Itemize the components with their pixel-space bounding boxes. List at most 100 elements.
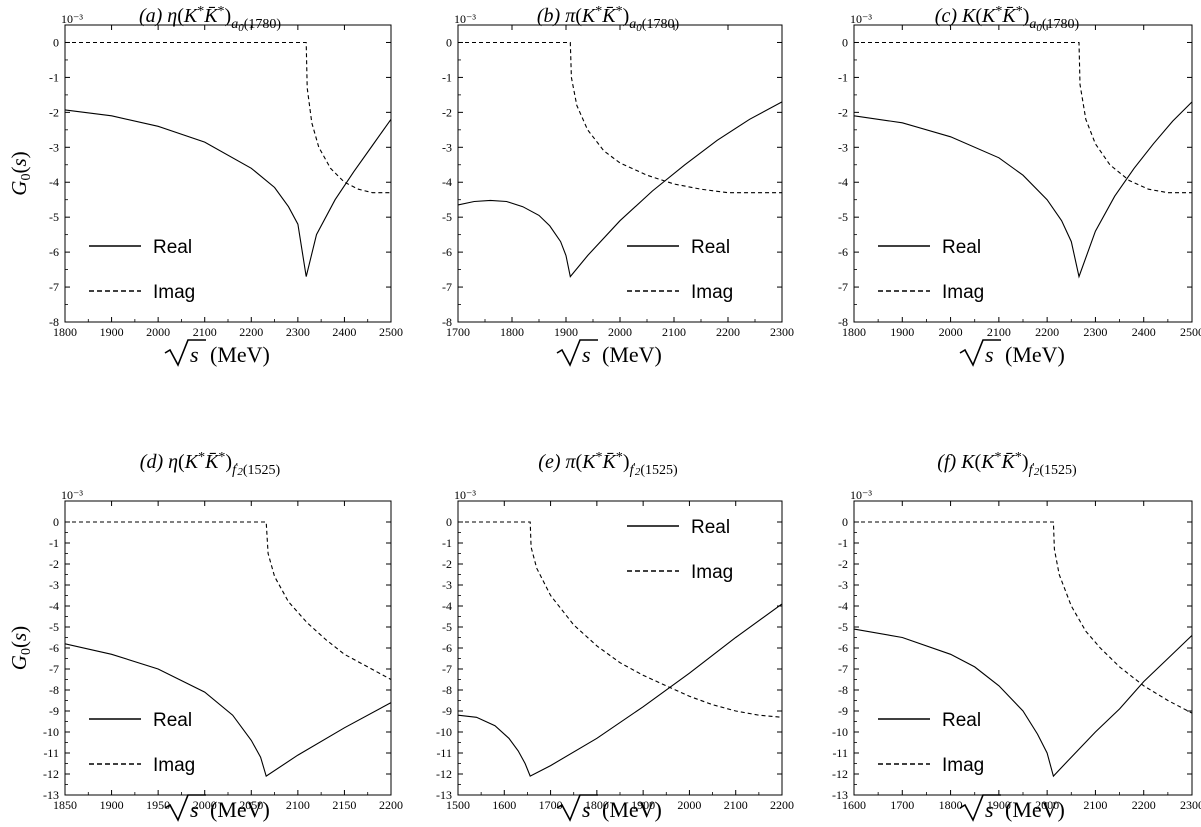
y-tick-label: -12 <box>436 767 452 781</box>
legend-label: Real <box>153 710 192 731</box>
plot-frame <box>853 500 1193 796</box>
legend-label: Real <box>153 237 192 258</box>
legend-label: Imag <box>153 282 195 303</box>
y-tick-label: -13 <box>832 788 848 802</box>
chart-panel: (f) K(K*K̄*)f′2(1525) 10⁻³0 -1 -2 -3 -4 -5 -6 -7… <box>832 450 1201 822</box>
y-tick-label: -3 <box>49 140 59 154</box>
x-axis-label: s (MeV) <box>959 794 1065 822</box>
sqrt-symbol <box>959 339 1001 367</box>
x-tick-label: 2200 <box>239 325 263 339</box>
y-tick-label: -2 <box>838 105 848 119</box>
x-tick-label: 1700 <box>446 325 470 339</box>
y-tick-label: -5 <box>838 210 848 224</box>
y-scale-label: 10⁻³ <box>850 488 872 502</box>
x-tick-label: 2100 <box>662 325 686 339</box>
y-tick-label: -3 <box>838 578 848 592</box>
x-axis-variable: s <box>190 797 199 822</box>
x-axis-variable: s <box>190 342 199 367</box>
x-axis-variable: s <box>582 342 591 367</box>
x-tick-label: 2000 <box>939 325 963 339</box>
sqrt-symbol <box>164 339 206 367</box>
x-tick-label: 1850 <box>53 798 77 812</box>
chart-panel: (e) π(K*K̄*)f′2(1525) 10⁻³0 -1 -2 -3 -4 -5 -6 -7… <box>436 450 794 822</box>
legend-label: Real <box>942 237 981 258</box>
y-axis-label: G0(s) <box>7 151 34 195</box>
x-tick-label: 2150 <box>332 798 356 812</box>
x-tick-label: 1500 <box>446 798 470 812</box>
y-tick-label: -8 <box>838 683 848 697</box>
y-tick-label: -4 <box>442 599 452 613</box>
y-tick-label: -9 <box>442 704 452 718</box>
chart-panel: (d) η(K*K̄*)f′2(1525) 10⁻³0 -1 -2 -3 -4 -5 -6 -7… <box>7 450 403 822</box>
y-tick-label: -4 <box>838 175 848 189</box>
y-scale-label: 10⁻³ <box>61 12 83 26</box>
x-axis-unit: (MeV) <box>210 797 270 822</box>
x-tick-label: 1600 <box>492 798 516 812</box>
y-tick-label: -7 <box>442 280 452 294</box>
plot-frame <box>853 24 1193 323</box>
y-tick-label: -8 <box>49 315 59 329</box>
y-tick-label: 0 <box>53 515 59 529</box>
x-tick-label: 2200 <box>1035 325 1059 339</box>
y-tick-label: -10 <box>832 725 848 739</box>
sqrt-symbol <box>959 794 1001 822</box>
x-tick-label: 2300 <box>1180 798 1201 812</box>
x-tick-label: 2400 <box>1132 325 1156 339</box>
legend-label: Imag <box>691 562 733 583</box>
y-tick-label: -3 <box>838 140 848 154</box>
legend-label: Imag <box>942 755 984 776</box>
y-scale-label: 10⁻³ <box>454 12 476 26</box>
y-tick-label: -4 <box>49 175 59 189</box>
x-tick-label: 2000 <box>146 325 170 339</box>
y-tick-label: -7 <box>838 662 848 676</box>
y-tick-label: 0 <box>446 515 452 529</box>
chart-title: (c) K(K*K̄*)a0(1780) <box>935 4 1080 34</box>
x-axis-label: s (MeV) <box>959 339 1065 367</box>
y-tick-label: -5 <box>838 620 848 634</box>
x-tick-label: 1900 <box>631 798 655 812</box>
x-tick-label: 1800 <box>53 325 77 339</box>
x-tick-label: 2000 <box>608 325 632 339</box>
y-tick-label: -7 <box>49 662 59 676</box>
x-tick-label: 2100 <box>987 325 1011 339</box>
y-tick-label: -9 <box>838 704 848 718</box>
y-tick-label: -8 <box>442 315 452 329</box>
imag-series-line <box>458 521 782 718</box>
sqrt-symbol <box>164 794 206 822</box>
x-tick-label: 1900 <box>100 325 124 339</box>
x-tick-label: 1600 <box>842 798 866 812</box>
sqrt-symbol <box>556 794 598 822</box>
y-tick-label: -13 <box>436 788 452 802</box>
x-tick-label: 2050 <box>239 798 263 812</box>
y-tick-label: -12 <box>832 767 848 781</box>
y-tick-label: -1 <box>838 70 848 84</box>
x-tick-label: 1950 <box>146 798 170 812</box>
y-tick-label: -5 <box>49 210 59 224</box>
y-tick-label: -7 <box>442 662 452 676</box>
y-tick-label: -1 <box>49 70 59 84</box>
y-tick-label: -1 <box>49 536 59 550</box>
y-tick-label: -1 <box>442 536 452 550</box>
chart-title: (e) π(K*K̄*)f′2(1525) <box>538 450 678 478</box>
y-tick-label: 0 <box>446 35 452 49</box>
y-tick-label: 0 <box>53 35 59 49</box>
y-tick-label: -3 <box>49 578 59 592</box>
x-tick-label: 2100 <box>286 798 310 812</box>
y-tick-label: -8 <box>442 683 452 697</box>
imag-series-line <box>65 521 391 680</box>
legend-label: Imag <box>153 755 195 776</box>
real-series-line <box>65 643 391 777</box>
x-axis-label: s (MeV) <box>556 794 662 822</box>
x-axis-unit: (MeV) <box>1005 342 1065 367</box>
y-tick-label: -6 <box>838 245 848 259</box>
x-axis-unit: (MeV) <box>602 342 662 367</box>
y-tick-label: -6 <box>442 641 452 655</box>
chart-title: (f) K(K*K̄*)f′2(1525) <box>937 450 1077 478</box>
chart-title: (b) π(K*K̄*)a0(1780) <box>537 4 680 34</box>
y-tick-label: -2 <box>442 557 452 571</box>
y-tick-label: -1 <box>442 70 452 84</box>
real-series-line <box>458 603 782 777</box>
y-tick-label: -1 <box>838 536 848 550</box>
y-tick-label: -10 <box>43 725 59 739</box>
x-tick-label: 1900 <box>100 798 124 812</box>
